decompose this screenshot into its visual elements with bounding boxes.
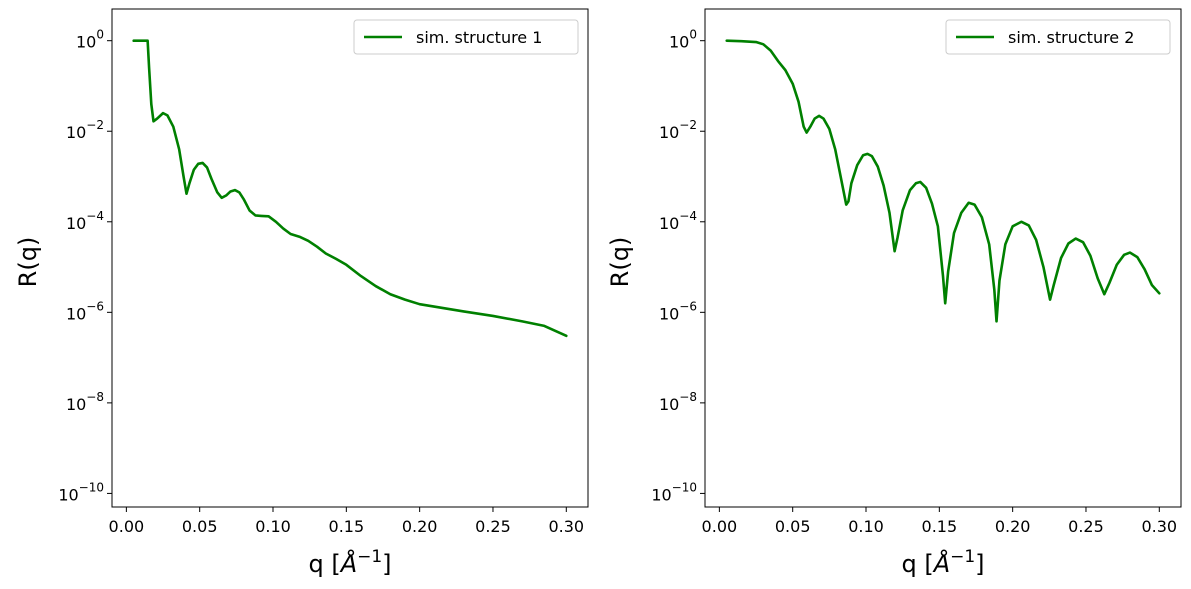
series-line-sim-structure-2	[725, 39, 1161, 323]
x-tick-label: 0.15	[329, 517, 365, 536]
x-tick-label: 0.25	[1068, 517, 1104, 536]
chart-panel-left: 0.00 0.05 0.10 0.15 0.20 0.25 0.30 100 10−2 10−4 1…	[14, 8, 589, 578]
y-tick-label: 10−8	[66, 390, 104, 414]
x-tick-label: 0.00	[109, 517, 145, 536]
plot-area-left: 0.00 0.05 0.10 0.15 0.20 0.25 0.30 100 10−2 10−4 1…	[58, 28, 584, 536]
y-tick-label: 10−10	[58, 480, 104, 504]
y-tick-label: 10−6	[66, 299, 104, 323]
y-tick-label: 10−2	[66, 118, 104, 142]
x-tick-label: 0.25	[475, 517, 511, 536]
x-tick-label: 0.05	[775, 517, 811, 536]
chart-panel-right: 0.00 0.05 0.10 0.15 0.20 0.25 0.30 100 10−2 10−4 1…	[606, 8, 1182, 578]
legend-left: sim. structure 1	[353, 19, 579, 55]
y-axis-label-left: R(q)	[14, 237, 42, 288]
plot-area-right: 0.00 0.05 0.10 0.15 0.20 0.25 0.30 100 10−2 10−4 1…	[651, 28, 1177, 536]
y-tick-label: 10−10	[651, 480, 697, 504]
axes-frame-left	[111, 8, 589, 508]
y-tick-label: 10−8	[659, 390, 697, 414]
x-tick-label: 0.15	[922, 517, 958, 536]
x-tick-label: 0.05	[182, 517, 218, 536]
x-tick-label: 0.30	[548, 517, 584, 536]
x-tick-label: 0.20	[402, 517, 438, 536]
legend-right: sim. structure 2	[945, 19, 1171, 55]
axes-frame-right	[704, 8, 1182, 508]
y-tick-label: 10−4	[659, 209, 697, 233]
x-tick-label: 0.10	[255, 517, 291, 536]
x-tick-label: 0.00	[702, 517, 738, 536]
x-tick-label: 0.30	[1141, 517, 1177, 536]
x-tick-label: 0.20	[995, 517, 1031, 536]
legend-box	[353, 19, 579, 55]
legend-label-sim-structure-1: sim. structure 1	[416, 28, 542, 47]
y-axis-label-right: R(q)	[606, 237, 634, 288]
y-tick-label: 10−4	[66, 209, 104, 233]
y-tick-label: 10−2	[659, 118, 697, 142]
y-tick-label: 100	[669, 28, 697, 52]
x-tick-label: 0.10	[848, 517, 884, 536]
y-tick-label: 100	[76, 28, 104, 52]
y-tick-label: 10−6	[659, 299, 697, 323]
series-line-sim-structure-1	[132, 39, 568, 338]
legend-label-sim-structure-2: sim. structure 2	[1008, 28, 1134, 47]
legend-box	[945, 19, 1171, 55]
